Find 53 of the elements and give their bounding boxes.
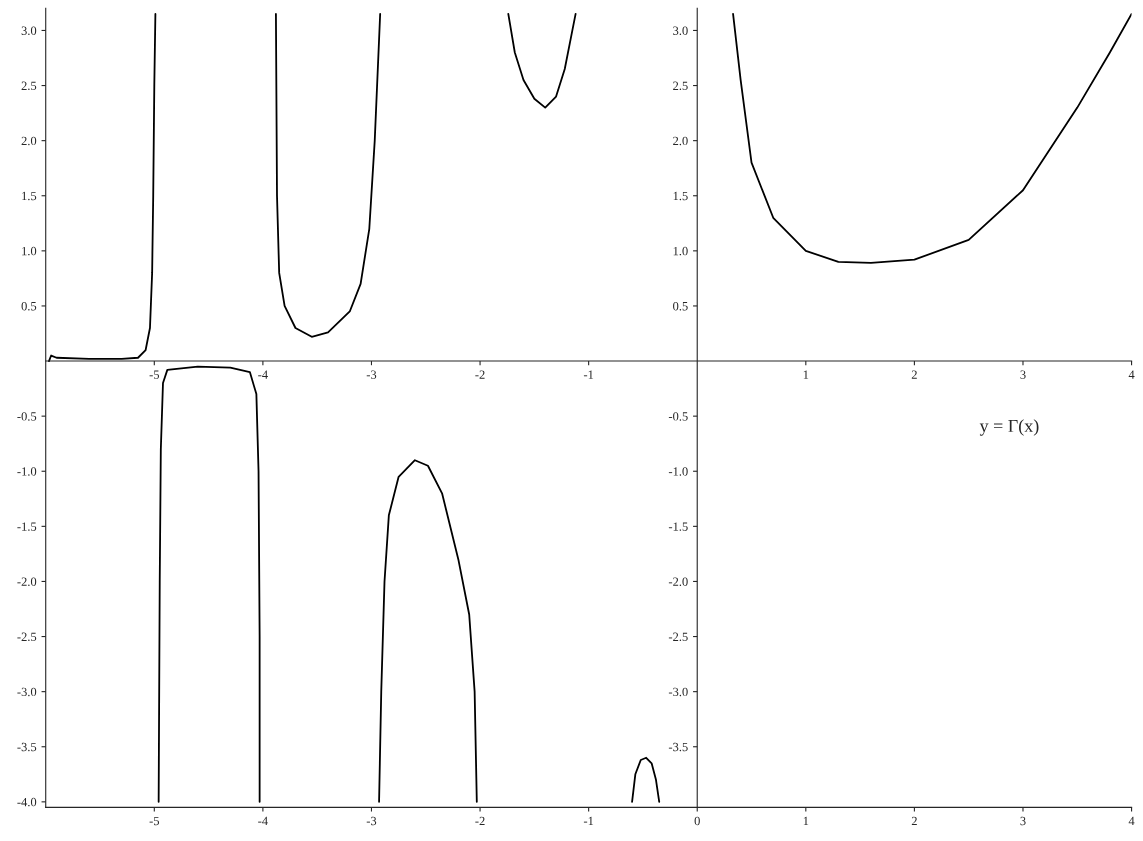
y2-tick-label: -1.5 xyxy=(668,522,688,531)
y-tick-label: 3.0 xyxy=(21,26,37,35)
y2-tick-label: 1.0 xyxy=(673,246,688,256)
x-tick-label: 1 xyxy=(803,816,809,826)
y2-tick-label: 2.0 xyxy=(673,136,688,146)
line-series xyxy=(732,13,1132,264)
x2-tick-label: 2 xyxy=(911,370,917,379)
x2-tick-label: -3 xyxy=(366,370,377,379)
line-series xyxy=(48,13,157,362)
x-tick-label: -3 xyxy=(366,816,377,826)
y-tick-label: -3.5 xyxy=(17,742,37,752)
y-tick-label: 2.0 xyxy=(21,136,37,146)
x-tick-label: -1 xyxy=(583,816,594,826)
x2-tick-label: -2 xyxy=(475,370,485,379)
y-tick-label: 2.5 xyxy=(21,81,37,91)
line-series xyxy=(631,756,661,803)
x2-tick-label: -5 xyxy=(149,370,160,379)
line-series xyxy=(507,13,577,109)
y2-tick-label: -3.0 xyxy=(668,687,688,697)
x-tick-label: 3 xyxy=(1020,816,1026,826)
x-tick-label: -4 xyxy=(258,816,268,826)
x-tick-label: 2 xyxy=(911,816,917,826)
y2-tick-label: -0.5 xyxy=(668,412,688,421)
y-tick-label: -0.5 xyxy=(17,412,37,421)
annotation: y = Γ(x) xyxy=(979,419,1039,436)
y2-tick-label: -2.0 xyxy=(668,577,688,586)
line-series xyxy=(378,459,478,803)
x-tick-label: 4 xyxy=(1128,816,1135,826)
x-tick-label: -2 xyxy=(475,816,485,826)
y2-tick-label: 0.5 xyxy=(673,301,688,311)
y2-tick-label: 2.5 xyxy=(673,81,688,91)
x2-tick-label: -1 xyxy=(583,370,594,379)
y2-tick-label: 3.0 xyxy=(673,26,688,35)
x-tick-label: 0 xyxy=(694,816,700,826)
y-tick-label: -2.5 xyxy=(17,632,37,642)
y-tick-label: 1.0 xyxy=(22,246,37,256)
y-tick-label: 0.5 xyxy=(21,301,37,311)
y-tick-label: -2.0 xyxy=(17,577,37,586)
y-tick-label: 1.5 xyxy=(22,191,37,201)
x2-tick-label: -4 xyxy=(258,370,268,379)
x2-tick-label: 4 xyxy=(1128,370,1135,379)
line-series xyxy=(275,13,382,338)
y2-tick-label: -3.5 xyxy=(668,742,688,752)
y-tick-label: -1.5 xyxy=(17,522,37,531)
y2-tick-label: 1.5 xyxy=(673,191,688,201)
y2-tick-label: -1.0 xyxy=(668,467,688,476)
x2-tick-label: 1 xyxy=(803,370,809,379)
y-tick-label: -4.0 xyxy=(17,797,37,807)
y2-tick-label: -2.5 xyxy=(668,632,688,642)
y-tick-label: -3.0 xyxy=(17,687,37,697)
x-tick-label: -5 xyxy=(149,816,160,826)
x2-tick-label: 3 xyxy=(1020,370,1026,379)
y-tick-label: -1.0 xyxy=(17,467,37,476)
